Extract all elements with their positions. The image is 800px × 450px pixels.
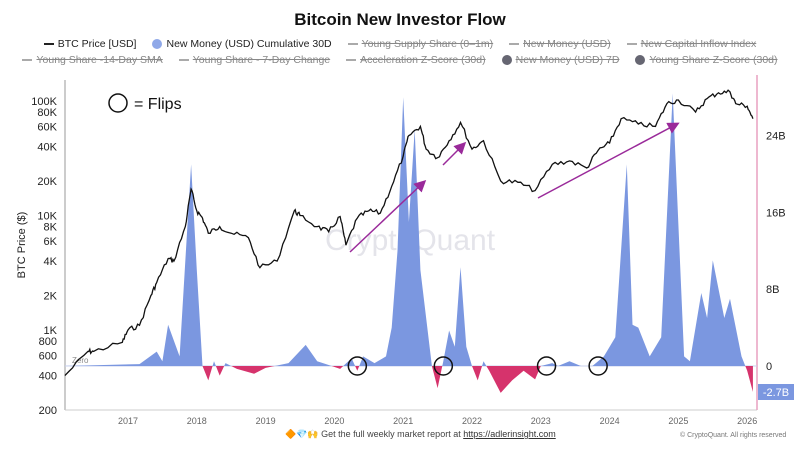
y-left-tick-label: 1K [44,325,58,337]
footer-link[interactable]: https://adlerinsight.com [463,429,556,439]
y-left-tick-label: 200 [39,405,57,417]
legend-item[interactable]: Young Share - 7-Day Change [178,54,331,66]
x-tick-label: 2022 [462,416,482,426]
footer-emoji-icons: 🔶💎🙌 [285,429,319,439]
last-value-badge [758,384,794,400]
btc-price-line [64,89,754,377]
legend-item[interactable]: Acceleration Z-Score (30d) [346,54,486,66]
legend-label: Young Share -14-Day SMA [36,54,163,66]
legend-line-icon [626,43,637,45]
flip-circle [433,356,454,376]
x-tick-label: 2017 [118,416,138,426]
legend-item[interactable]: New Money (USD) Cumulative 30D [152,38,332,50]
legend-item[interactable]: Young Supply Share (0–1m) [347,38,494,50]
footer: 🔶💎🙌 Get the full weekly market report at… [285,429,556,440]
y-right-tick-label: 16B [766,207,786,219]
legend-item[interactable]: New Capital Inflow Index [626,38,757,50]
legend-label: Acceleration Z-Score (30d) [360,54,486,66]
chart-title: Bitcoin New Investor Flow [294,10,506,29]
legend-label: New Money (USD) [523,38,611,50]
y-left-tick-label: 800 [39,336,57,348]
x-tick-label: 2024 [600,416,620,426]
y-left-tick-label: 8K [44,222,58,234]
legend-line-icon [22,59,33,61]
new-money-positive-area [65,93,753,366]
legend-line-icon [347,43,358,45]
legend-line-icon [346,59,357,61]
y-right-tick-label: 24B [766,131,786,143]
flip-circle [536,356,557,376]
legend-dot-icon [501,55,512,65]
legend-line-icon [178,59,189,61]
y-left-tick-label: 20K [37,176,57,188]
legend-label: New Money (USD) 7D [515,54,620,66]
legend-line-icon [509,43,520,45]
x-tick-label: 2020 [324,416,344,426]
flip-circle [347,356,368,376]
footer-text: Get the full weekly market report at [321,429,464,439]
y-right-tick-label: 8B [766,284,779,296]
flip-legend-circle-icon [108,93,128,113]
legend-row-1: BTC Price [USD] New Money (USD) Cumulativ… [0,38,800,50]
legend-label: Young Supply Share (0–1m) [361,38,494,50]
trend-arrow [442,141,467,166]
y-left-tick-label: 40K [37,142,57,154]
legend-line-icon [43,43,54,45]
legend-item[interactable]: New Money (USD) 7D [501,54,620,66]
x-tick-label: 2025 [668,416,688,426]
legend-row-2: Young Share -14-Day SMA Young Share - 7-D… [0,54,800,66]
legend-dot-icon [152,39,163,49]
y-right-tick-label: 0 [766,361,772,373]
x-tick-label: 2018 [187,416,207,426]
x-tick-label: 2026 [737,416,757,426]
y-axis-label: BTC Price ($) [16,212,28,279]
x-tick-label: 2019 [256,416,276,426]
trend-arrow [537,122,680,199]
legend-label: BTC Price [USD] [57,38,137,50]
zero-label: Zero [72,356,89,365]
x-tick-label: 2023 [531,416,551,426]
y-left-tick-label: 10K [37,211,57,223]
legend-dot-icon [635,55,646,65]
copyright: © CryptoQuant. All rights reserved [680,432,787,439]
y-left-tick-label: 100K [31,96,57,108]
y-left-tick-label: 2K [44,291,58,303]
legend-item[interactable]: BTC Price [USD] [43,38,137,50]
y-left-tick-label: 80K [37,107,57,119]
x-tick-label: 2021 [393,416,413,426]
legend-label: New Money (USD) Cumulative 30D [166,38,332,50]
y-left-tick-label: 60K [37,121,57,133]
flips-annotation: = Flips [134,96,182,113]
legend-label: New Capital Inflow Index [640,38,757,50]
legend-item[interactable]: New Money (USD) [509,38,611,50]
legend-label: Young Share - 7-Day Change [192,54,331,66]
y-left-tick-label: 600 [39,350,57,362]
y-left-tick-label: 400 [39,371,57,383]
legend-label: Young Share Z-Score (30d) [649,54,778,66]
legend-item[interactable]: Young Share -14-Day SMA [22,54,163,66]
flip-circle [588,356,608,376]
y-left-tick-label: 4K [44,256,58,268]
y-left-tick-label: 6K [44,236,58,248]
legend-item[interactable]: Young Share Z-Score (30d) [635,54,778,66]
trend-arrow [349,179,427,253]
last-value-label: -2.7B [763,387,789,399]
